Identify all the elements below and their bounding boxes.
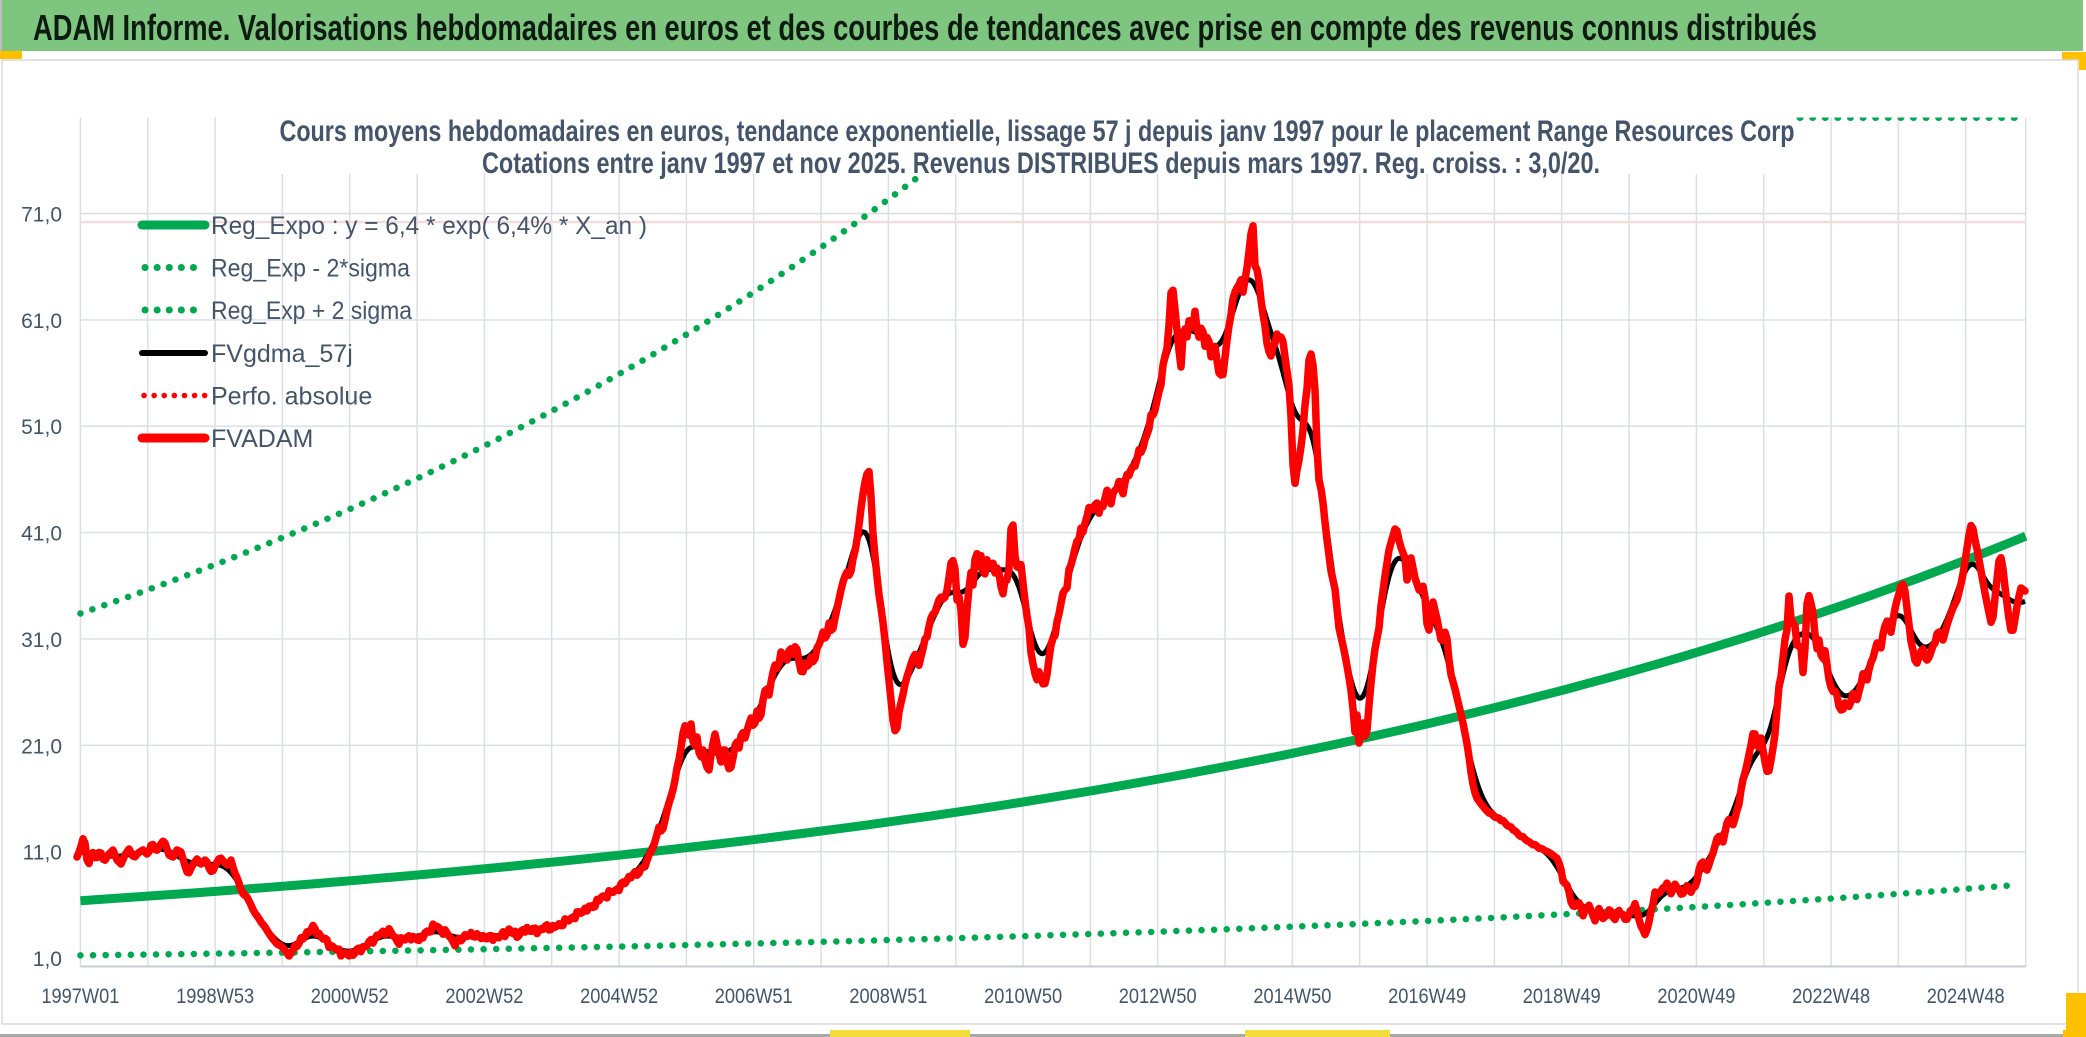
svg-text:2010W50: 2010W50 (984, 985, 1062, 1008)
svg-text:2004W52: 2004W52 (580, 985, 658, 1008)
svg-text:Cotations entre janv 1997 et n: Cotations entre janv 1997 et nov 2025. R… (482, 147, 1600, 180)
svg-text:71,0: 71,0 (21, 204, 62, 227)
svg-text:11,0: 11,0 (23, 842, 62, 865)
svg-text:1,0: 1,0 (33, 948, 62, 971)
svg-text:2014W50: 2014W50 (1253, 985, 1331, 1008)
svg-text:2020W49: 2020W49 (1657, 985, 1735, 1008)
svg-text:2006W51: 2006W51 (715, 985, 793, 1008)
svg-text:FVgdma_57j: FVgdma_57j (211, 340, 353, 368)
svg-text:2000W52: 2000W52 (311, 985, 389, 1008)
svg-text:FVADAM: FVADAM (211, 425, 313, 453)
svg-text:Reg_Exp + 2 sigma: Reg_Exp + 2 sigma (211, 297, 412, 325)
svg-text:61,0: 61,0 (21, 310, 62, 333)
svg-text:21,0: 21,0 (21, 735, 62, 758)
svg-text:31,0: 31,0 (21, 629, 62, 652)
svg-text:1997W01: 1997W01 (41, 985, 119, 1008)
svg-text:51,0: 51,0 (21, 416, 62, 439)
svg-text:41,0: 41,0 (21, 523, 62, 546)
svg-text:1998W53: 1998W53 (176, 985, 254, 1008)
svg-text:2002W52: 2002W52 (445, 985, 523, 1008)
svg-text:Reg_Exp - 2*sigma: Reg_Exp - 2*sigma (211, 255, 410, 283)
svg-text:2024W48: 2024W48 (1927, 985, 2005, 1008)
svg-text:Cours moyens hebdomadaires en: Cours moyens hebdomadaires en euros, ten… (280, 115, 1795, 148)
svg-text:2016W49: 2016W49 (1388, 985, 1466, 1008)
svg-text:Perfo. absolue: Perfo. absolue (211, 383, 372, 411)
svg-text:2012W50: 2012W50 (1119, 985, 1197, 1008)
svg-text:2008W51: 2008W51 (849, 985, 927, 1008)
svg-text:2018W49: 2018W49 (1523, 985, 1601, 1008)
svg-text:ADAM Informe. Valorisations he: ADAM Informe. Valorisations hebdomadaire… (33, 7, 1817, 48)
svg-text:2022W48: 2022W48 (1792, 985, 1870, 1008)
svg-text:Reg_Expo : y = 6,4 * exp( 6,4%: Reg_Expo : y = 6,4 * exp( 6,4% * X_an ) (211, 212, 647, 240)
